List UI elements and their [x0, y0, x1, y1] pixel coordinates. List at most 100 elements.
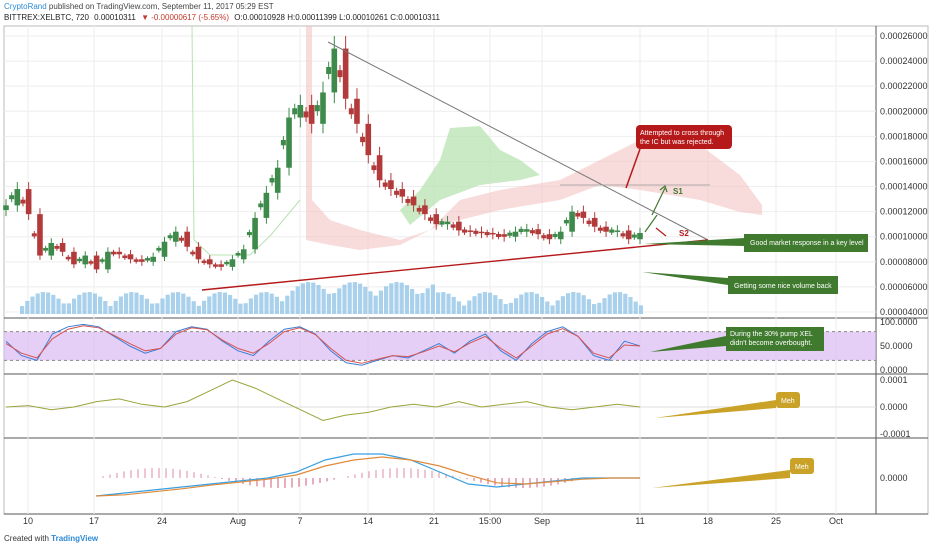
- candle-body: [580, 211, 587, 218]
- volume-bar: [550, 305, 555, 314]
- candle-body: [77, 258, 83, 262]
- volume-bar: [196, 305, 201, 314]
- last-price: 0.00010311: [94, 13, 136, 22]
- price-tick-label: 0.00006000: [880, 282, 928, 292]
- volume-bar: [20, 306, 25, 314]
- volume-bar: [77, 294, 82, 314]
- candle-body: [326, 66, 332, 75]
- volume-bar: [160, 298, 165, 314]
- volume-bar: [399, 282, 404, 314]
- candle-body: [331, 48, 338, 93]
- volume-bar: [508, 302, 513, 314]
- price-tick-label: 0.00018000: [880, 131, 928, 141]
- candle-body: [25, 189, 32, 215]
- volume-bar: [243, 303, 248, 314]
- volume-bar: [342, 284, 347, 314]
- candle-body: [240, 249, 247, 260]
- candle-body: [292, 108, 298, 115]
- volume-bar: [384, 286, 389, 314]
- candle-body: [591, 217, 598, 227]
- created-with-text: Created with: [4, 534, 49, 543]
- volume-bar: [410, 288, 415, 314]
- s1-label: S1: [673, 187, 683, 196]
- x-tick-label: 17: [89, 516, 99, 526]
- volume-bar: [618, 292, 623, 314]
- candle-body: [614, 230, 621, 232]
- candle-body: [224, 261, 230, 265]
- candle-body: [54, 246, 60, 249]
- candle-body: [360, 136, 366, 143]
- candle-body: [71, 251, 77, 265]
- volume-bar: [514, 298, 519, 314]
- volume-bar: [378, 290, 383, 314]
- candle-body: [473, 230, 479, 234]
- candle-body: [139, 259, 145, 262]
- note-line: During the 30% pump XEL: [730, 331, 813, 338]
- candle-body: [133, 259, 139, 262]
- osc-note-pointer: [655, 400, 776, 418]
- rsi-tick-label: 0.0000: [880, 365, 908, 375]
- candle-body: [111, 251, 117, 255]
- candle-body: [541, 235, 547, 239]
- volume-bar: [269, 293, 274, 314]
- publish-info: CryptoRand published on TradingView.com,…: [4, 2, 274, 11]
- candle-body: [235, 252, 241, 256]
- price-tick-label: 0.00026000: [880, 31, 928, 41]
- plot-frame: [3, 25, 929, 515]
- tradingview-logo[interactable]: TradingView: [51, 534, 99, 543]
- volume-bar: [420, 293, 425, 314]
- candle-body: [376, 155, 383, 181]
- osc-tick-label: -0.0001: [880, 429, 911, 439]
- rsi-note-text: During the 30% pump XEL didn't become ove…: [730, 331, 813, 347]
- candle-body: [48, 243, 55, 256]
- candle-body: [156, 247, 162, 251]
- volume-bar: [290, 290, 295, 314]
- candle-body: [9, 195, 15, 200]
- candle-body: [518, 228, 524, 233]
- volume-bar: [467, 300, 472, 314]
- volume-bar: [628, 297, 633, 314]
- volume-bar: [254, 294, 259, 314]
- volume-bar: [259, 292, 264, 314]
- rsi-note-pointer: [650, 336, 726, 352]
- volume-note-box: [728, 276, 838, 294]
- volume-bar: [46, 292, 51, 314]
- candle-body: [59, 243, 66, 252]
- candle-body: [535, 229, 541, 235]
- candle-body: [31, 233, 37, 237]
- candle-body: [252, 217, 258, 250]
- symbol-name[interactable]: BITTREX:XELBTC, 720: [4, 13, 89, 22]
- osc-tick-label: 0.0001: [880, 375, 908, 385]
- candle-body: [173, 231, 179, 242]
- candle-body: [105, 251, 111, 270]
- price-tick-label: 0.00008000: [880, 257, 928, 267]
- candle-body: [388, 180, 394, 190]
- descending-trendline: [327, 41, 709, 241]
- volume-bar: [602, 298, 607, 314]
- candle-body: [433, 214, 440, 225]
- footer: Created with TradingView: [4, 534, 98, 543]
- candle-body: [575, 213, 581, 217]
- volume-bar: [202, 300, 207, 314]
- volume-bar: [326, 293, 331, 314]
- candle-body: [201, 260, 207, 264]
- candle-body: [308, 105, 315, 124]
- volume-bar: [529, 292, 534, 314]
- candle-body: [337, 70, 343, 78]
- ohlc-values: O:0.00010928 H:0.00011399 L:0.00010261 C…: [234, 13, 440, 22]
- candle-body: [258, 203, 264, 208]
- candle-body: [507, 232, 513, 236]
- osc-tick-label: 0.0000: [880, 402, 908, 412]
- author-link[interactable]: CryptoRand: [4, 2, 47, 11]
- volume-bar: [566, 293, 571, 314]
- candle-body: [178, 237, 184, 241]
- volume-bar: [451, 296, 456, 314]
- volume-bar: [134, 292, 139, 314]
- volume-bar: [555, 300, 560, 314]
- candle-body: [569, 211, 575, 232]
- candle-body: [444, 221, 451, 225]
- volume-bar: [212, 293, 217, 314]
- volume-bar: [316, 285, 321, 314]
- candle-body: [625, 230, 632, 240]
